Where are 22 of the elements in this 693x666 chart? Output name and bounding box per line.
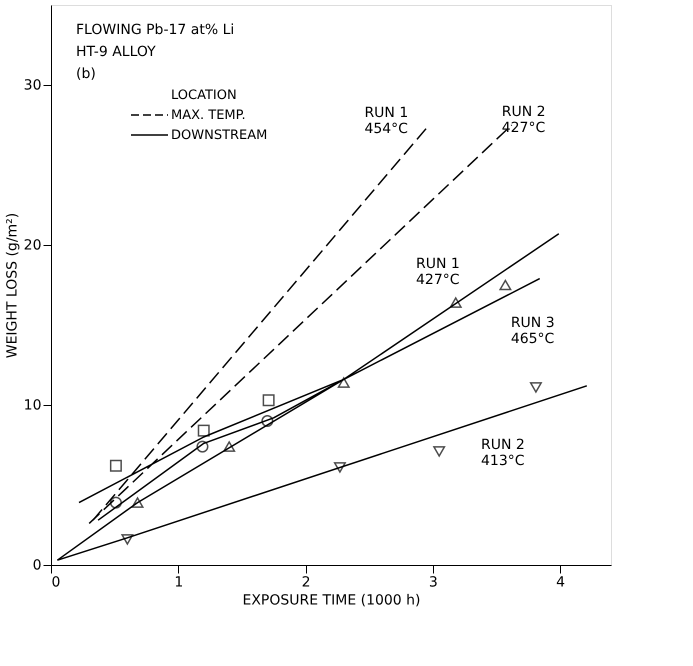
y-axis-title: WEIGHT LOSS (g/m²): [4, 212, 21, 358]
annotation: RUN 2 413°C: [481, 437, 525, 470]
x-tick-label: 2: [302, 574, 311, 590]
x-tick-label: 4: [556, 574, 566, 590]
legend-label: DOWNSTREAM: [171, 128, 268, 143]
annotation: FLOWING Pb-17 at% Li: [76, 22, 234, 38]
y-tick-label: 30: [24, 78, 42, 94]
x-axis-title: EXPOSURE TIME (1000 h): [242, 592, 420, 608]
annotation: HT-9 ALLOY: [76, 44, 156, 60]
legend-title: LOCATION: [171, 88, 237, 103]
annotation: RUN 3 465°C: [510, 314, 555, 347]
legend-label: MAX. TEMP.: [171, 108, 246, 123]
y-tick-label: 10: [24, 398, 42, 414]
y-tick-label: 0: [32, 558, 42, 574]
annotation: (b): [76, 66, 96, 82]
annotation: RUN 1 427°C: [416, 256, 460, 288]
x-tick-label: 3: [428, 574, 438, 590]
annotation: RUN 1 454°C: [364, 105, 408, 138]
annotation: RUN 2 427°C: [502, 104, 546, 136]
x-tick-label: 0: [52, 574, 60, 590]
y-tick-label: 20: [24, 238, 42, 254]
x-tick-label: 1: [174, 574, 184, 590]
